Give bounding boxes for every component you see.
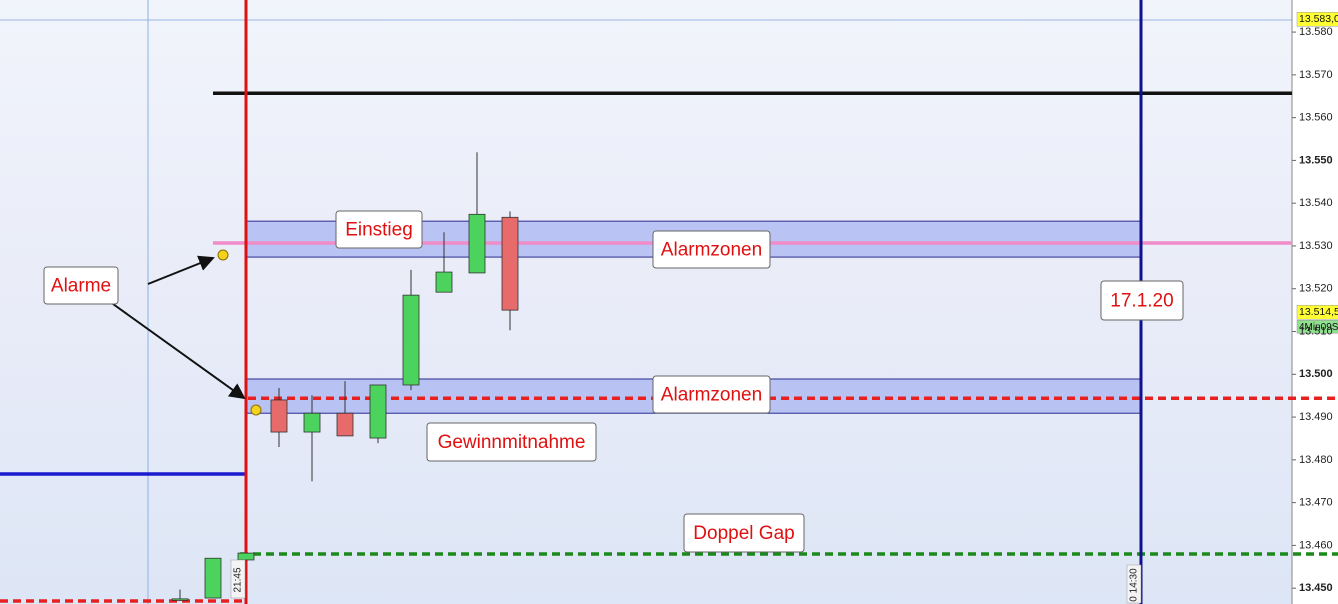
candle-body <box>435 271 453 293</box>
annotation-text: Alarmzonen <box>661 385 762 406</box>
axis-background <box>1292 0 1338 604</box>
y-tick-label: 13.540 <box>1299 197 1333 209</box>
annotation-box <box>652 375 771 414</box>
time-label-text: 21:45 <box>233 567 244 592</box>
y-tick-label: 13.510 <box>1299 325 1333 337</box>
annotation-box <box>1100 280 1184 321</box>
y-tick-label: 13.460 <box>1299 539 1333 551</box>
arrow <box>112 303 246 400</box>
y-tick-label: 13.570 <box>1299 69 1333 81</box>
annotation-box <box>43 266 119 305</box>
price-tag-label: 13.583,0 <box>1299 13 1338 25</box>
price-tag <box>1296 11 1338 27</box>
candle-body <box>204 557 222 599</box>
annotation-text: Alarmzonen <box>661 240 762 261</box>
candle-body <box>270 399 288 433</box>
candle-body <box>369 384 387 439</box>
y-tick-label: 13.450 <box>1299 582 1333 594</box>
time-label-box <box>230 559 246 599</box>
alarm-bell <box>217 249 229 261</box>
time-label: 21:45 <box>230 559 246 599</box>
annotation-box <box>335 210 423 249</box>
candle-body <box>336 412 354 437</box>
y-tick-label: 13.530 <box>1299 240 1333 252</box>
candle-body <box>303 412 321 433</box>
annotation-text: Alarme <box>51 276 111 297</box>
annotation-text: 17.1.20 <box>1110 291 1173 312</box>
time-label-box <box>1126 564 1142 604</box>
y-tick-label: 13.490 <box>1299 411 1333 423</box>
annotation-box <box>652 230 771 269</box>
plot-background <box>0 0 1292 604</box>
time-label-text: 0 14:30 <box>1129 568 1140 602</box>
annotation-box <box>683 513 805 553</box>
arrow <box>147 255 215 285</box>
countdown-tag <box>1296 320 1338 334</box>
y-tick-label: 13.480 <box>1299 454 1333 466</box>
y-tick-label: 13.470 <box>1299 497 1333 509</box>
price-tag-label: 13.514,5 <box>1299 306 1338 318</box>
annotation-text: Gewinnmitnahme <box>438 432 586 453</box>
annotation-text: Doppel Gap <box>693 523 794 544</box>
y-tick-label: 13.550 <box>1299 154 1333 166</box>
candle-body <box>468 213 486 274</box>
time-label: 0 14:30 <box>1126 564 1142 604</box>
y-tick-label: 13.500 <box>1299 368 1333 380</box>
candle-body <box>402 294 420 386</box>
candle-body <box>501 216 519 311</box>
candle-body <box>171 598 189 601</box>
price-tag <box>1296 305 1338 320</box>
alarm-bell <box>250 404 262 416</box>
y-tick-label: 13.520 <box>1299 283 1333 295</box>
y-tick-label: 13.560 <box>1299 112 1333 124</box>
annotation-text: Einstieg <box>345 220 413 241</box>
annotation-box <box>426 422 597 462</box>
candle-body <box>237 552 255 561</box>
y-tick-label: 13.580 <box>1299 26 1333 38</box>
countdown-label: 4Min09S <box>1299 322 1338 333</box>
